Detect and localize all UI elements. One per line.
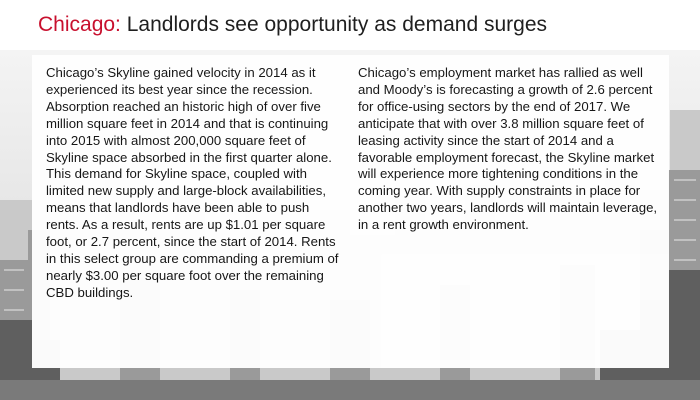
left-column-text: Chicago’s Skyline gained velocity in 201…	[46, 65, 339, 300]
title-bar: Chicago: Landlords see opportunity as de…	[0, 0, 700, 50]
slide-title: Chicago: Landlords see opportunity as de…	[38, 13, 547, 37]
right-column-text: Chicago’s employment market has rallied …	[358, 65, 658, 233]
content-panel: Chicago’s Skyline gained velocity in 201…	[32, 55, 669, 368]
title-city: Chicago:	[38, 13, 121, 36]
title-text: Landlords see opportunity as demand surg…	[120, 13, 547, 36]
